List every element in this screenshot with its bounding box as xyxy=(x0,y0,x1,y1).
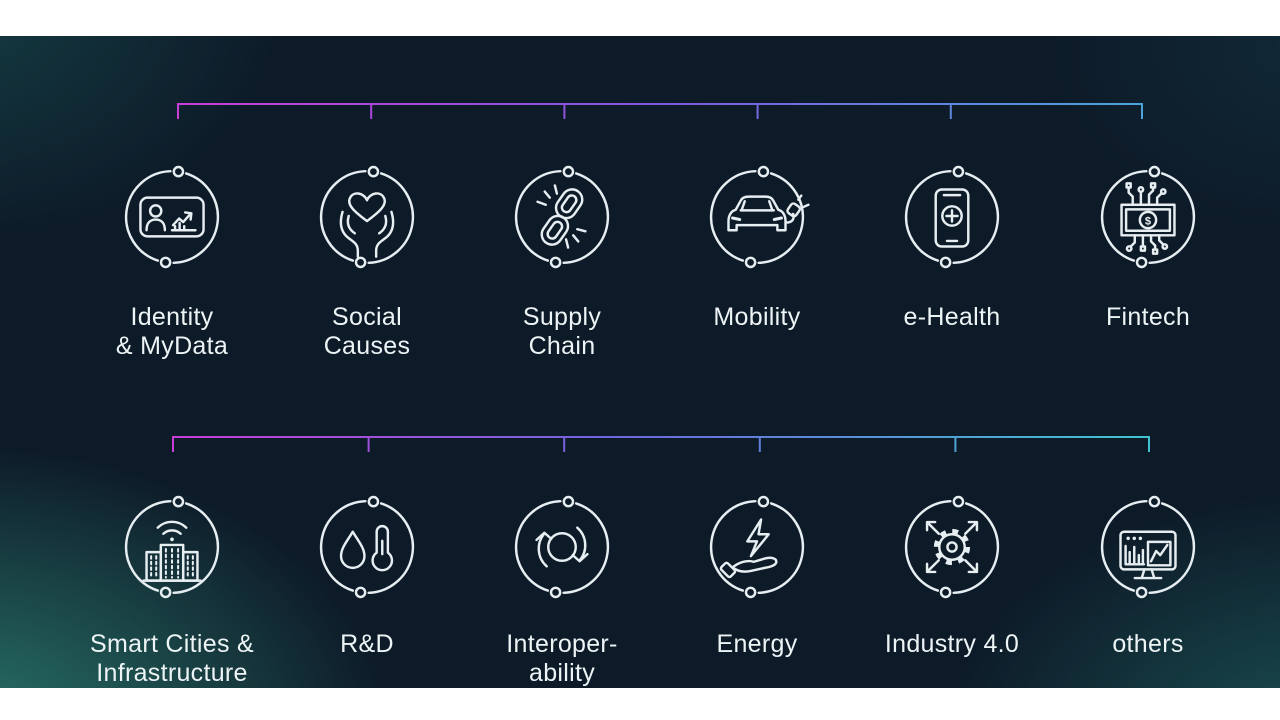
category-label-smart-cities: Smart Cities & Infrastructure xyxy=(90,630,254,687)
category-label-rnd: R&D xyxy=(340,630,394,658)
health-phone-icon xyxy=(904,165,1000,269)
droplet-thermometer-icon xyxy=(319,495,415,599)
dashboard-monitor-icon xyxy=(1100,495,1196,599)
category-label-mobility: Mobility xyxy=(713,303,801,331)
fintech-money-icon: $ xyxy=(1100,165,1196,269)
gear-arrows-icon xyxy=(904,495,1000,599)
bracket-row-1 xyxy=(177,103,1143,119)
category-label-interoperability: Interoper- ability xyxy=(506,630,618,687)
category-label-industry40: Industry 4.0 xyxy=(884,630,1020,658)
electric-car-icon xyxy=(709,165,810,269)
svg-text:$: $ xyxy=(1145,216,1152,228)
cycle-arrows-icon xyxy=(514,495,610,599)
category-label-fintech: Fintech xyxy=(1105,303,1191,331)
hands-heart-icon xyxy=(319,165,415,269)
identity-card-icon xyxy=(124,165,220,269)
slide-background: $ Identity & MyData Social Causes Supply… xyxy=(0,36,1280,688)
bracket-row-2 xyxy=(172,436,1150,452)
category-label-others: others xyxy=(1112,630,1184,658)
category-label-ehealth: e-Health xyxy=(903,303,1001,331)
category-label-social-causes: Social Causes xyxy=(323,303,411,360)
category-label-supply-chain: Supply Chain xyxy=(522,303,602,360)
chain-links-icon xyxy=(514,165,610,269)
category-label-energy: Energy xyxy=(716,630,798,658)
smart-city-icon xyxy=(124,495,220,599)
category-label-identity-mydata: Identity & MyData xyxy=(115,303,229,360)
hand-lightning-icon xyxy=(709,495,805,599)
